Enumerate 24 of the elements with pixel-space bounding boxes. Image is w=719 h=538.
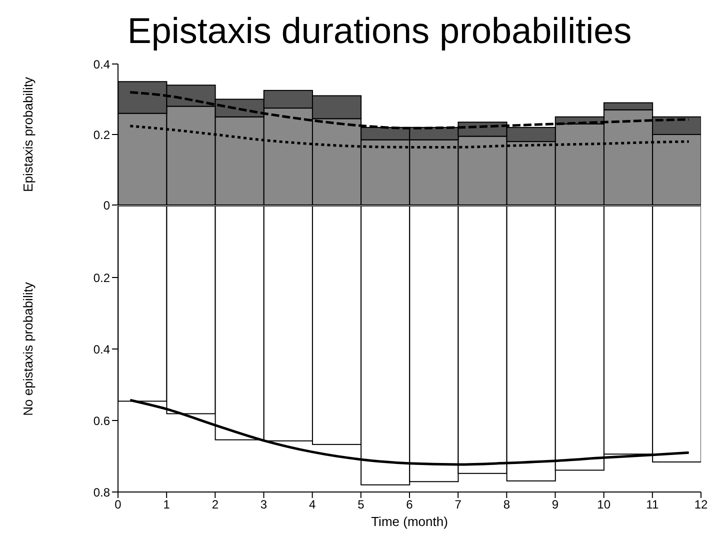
x-tick-label: 11 [646, 498, 659, 512]
x-tick-label: 8 [503, 498, 510, 512]
x-tick-label: 3 [260, 498, 268, 512]
x-tick-label: 9 [552, 498, 559, 512]
y-tick-label: 0.2 [93, 270, 110, 285]
y-tick-label: 0.6 [93, 414, 110, 428]
x-axis-title: Time (month) [371, 514, 448, 529]
x-tick-label: 1 [163, 498, 170, 512]
chart-title: Epistaxis durations probabilities [126, 9, 633, 53]
x-tick-label: 10 [597, 498, 611, 512]
y-tick-label: 0.8 [93, 485, 110, 500]
x-tick-label: 2 [212, 498, 219, 512]
y-tick-label: 0.4 [93, 342, 110, 356]
x-tick-label: 6 [406, 498, 414, 512]
y-tick-label: 0.4 [93, 57, 110, 72]
x-tick-label: 5 [358, 498, 365, 512]
y-axis-title: Epistaxis probability [20, 76, 36, 192]
x-tick-label: 12 [694, 498, 708, 512]
x-tick-label: 7 [454, 498, 462, 512]
x-tick-label: 0 [114, 498, 122, 512]
y-tick-label: 0.2 [93, 128, 110, 142]
y-axis-title: No epistaxis probability [20, 282, 36, 416]
y-tick-label: 0 [103, 198, 110, 212]
x-tick-label: 4 [308, 498, 316, 512]
